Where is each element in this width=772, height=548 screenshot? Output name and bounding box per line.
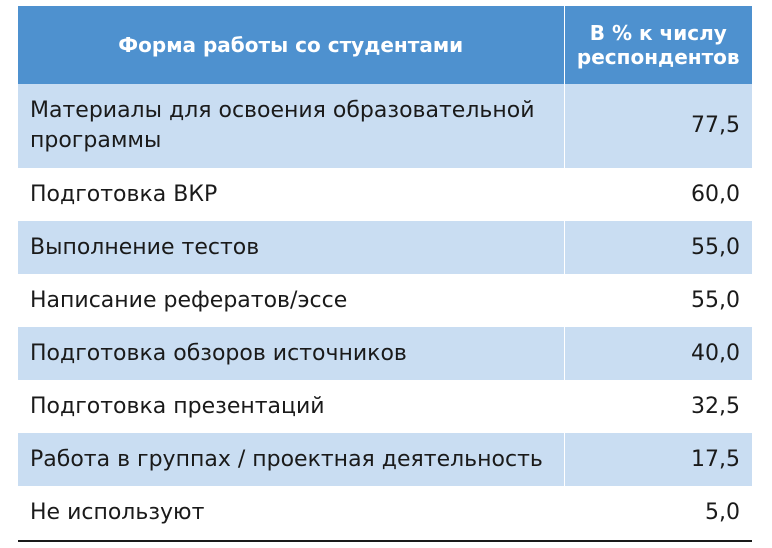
row-label: Подготовка обзоров источников (18, 327, 565, 380)
table-row: Подготовка ВКР 60,0 (18, 168, 752, 221)
header-row: Форма работы со студентами В % к числу р… (18, 6, 752, 84)
table-row: Написание рефератов/эссе 55,0 (18, 274, 752, 327)
row-value: 17,5 (564, 433, 752, 486)
table-row: Выполнение тестов 55,0 (18, 221, 752, 274)
table-row: Работа в группах / проектная деятельност… (18, 433, 752, 486)
header-work-form: Форма работы со студентами (18, 6, 565, 84)
row-value: 5,0 (564, 486, 752, 539)
row-label: Работа в группах / проектная деятельност… (18, 433, 565, 486)
row-value: 55,0 (564, 274, 752, 327)
table-row: Подготовка обзоров источников 40,0 (18, 327, 752, 380)
row-value: 55,0 (564, 221, 752, 274)
row-label: Подготовка ВКР (18, 168, 565, 221)
row-value: 60,0 (564, 168, 752, 221)
row-value: 77,5 (564, 84, 752, 168)
row-label: Выполнение тестов (18, 221, 565, 274)
table-body: Материалы для освоения образовательной п… (18, 84, 752, 539)
header-percent-respondents: В % к числу респондентов (564, 6, 752, 84)
table-header: Форма работы со студентами В % к числу р… (18, 6, 752, 84)
row-value: 32,5 (564, 380, 752, 433)
table-row: Материалы для освоения образовательной п… (18, 84, 752, 168)
survey-table-container: Форма работы со студентами В % к числу р… (18, 6, 752, 542)
row-label: Подготовка презентаций (18, 380, 565, 433)
table-bottom-border (18, 540, 752, 542)
table-row: Не используют 5,0 (18, 486, 752, 539)
row-label: Не используют (18, 486, 565, 539)
row-value: 40,0 (564, 327, 752, 380)
row-label: Материалы для освоения образовательной п… (18, 84, 565, 168)
row-label: Написание рефератов/эссе (18, 274, 565, 327)
survey-table: Форма работы со студентами В % к числу р… (18, 6, 752, 539)
table-row: Подготовка презентаций 32,5 (18, 380, 752, 433)
